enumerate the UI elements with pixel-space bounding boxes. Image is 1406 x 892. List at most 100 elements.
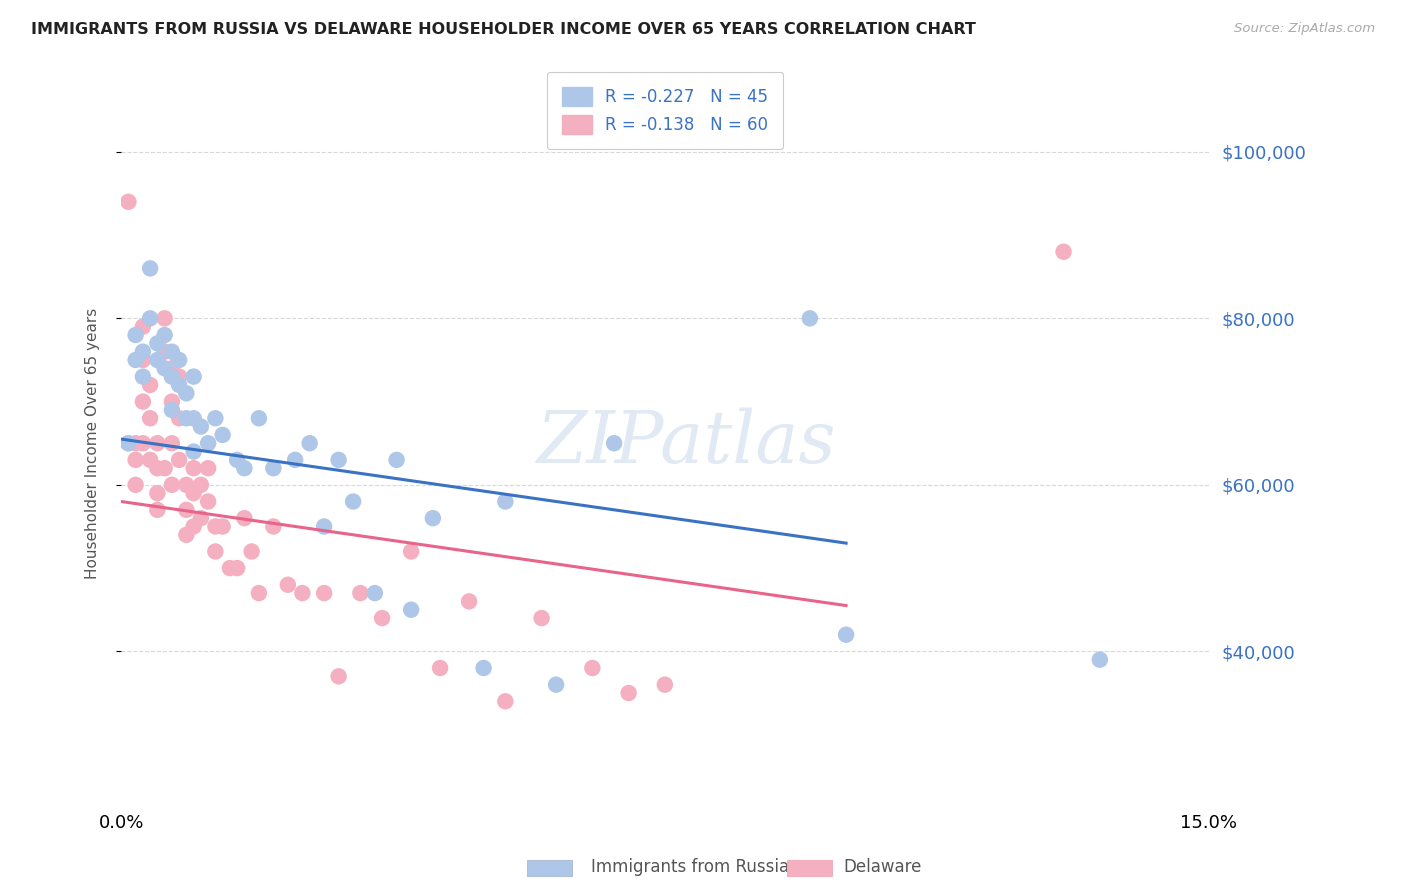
Point <box>153 361 176 376</box>
Point <box>371 611 394 625</box>
Point <box>160 478 183 492</box>
Point <box>247 586 270 600</box>
Point <box>176 411 198 425</box>
Point <box>617 686 640 700</box>
Point <box>291 586 314 600</box>
Point <box>183 411 205 425</box>
Point <box>146 336 169 351</box>
Point <box>530 611 553 625</box>
Point <box>458 594 481 608</box>
Point <box>799 311 821 326</box>
Point <box>197 494 219 508</box>
Point <box>146 436 169 450</box>
Point <box>160 361 183 376</box>
Point <box>211 519 233 533</box>
Point <box>328 453 350 467</box>
Point <box>153 311 176 326</box>
Point <box>124 328 146 343</box>
Point <box>314 519 336 533</box>
Point <box>226 453 249 467</box>
Text: Source: ZipAtlas.com: Source: ZipAtlas.com <box>1234 22 1375 36</box>
Point <box>1088 653 1111 667</box>
Point <box>494 494 516 508</box>
Y-axis label: Householder Income Over 65 years: Householder Income Over 65 years <box>86 308 100 579</box>
Point <box>176 386 198 401</box>
Point <box>399 544 422 558</box>
Point <box>139 453 162 467</box>
Point <box>226 561 249 575</box>
Point <box>1052 244 1074 259</box>
Point <box>197 461 219 475</box>
Text: IMMIGRANTS FROM RUSSIA VS DELAWARE HOUSEHOLDER INCOME OVER 65 YEARS CORRELATION : IMMIGRANTS FROM RUSSIA VS DELAWARE HOUSE… <box>31 22 976 37</box>
Point <box>654 678 676 692</box>
Point <box>603 436 626 450</box>
Point <box>132 319 155 334</box>
Point <box>204 519 226 533</box>
Point <box>183 444 205 458</box>
Point <box>132 344 155 359</box>
Point <box>240 544 263 558</box>
Point <box>153 461 176 475</box>
Point <box>124 353 146 368</box>
Point <box>218 561 240 575</box>
Point <box>139 261 162 276</box>
Point <box>197 436 219 450</box>
Point <box>364 586 387 600</box>
Point <box>247 411 270 425</box>
Point <box>176 528 198 542</box>
Point <box>160 344 183 359</box>
Point <box>160 394 183 409</box>
Point <box>167 369 190 384</box>
Point <box>429 661 451 675</box>
Point <box>176 503 198 517</box>
Point <box>132 369 155 384</box>
Point <box>581 661 603 675</box>
Point <box>262 519 284 533</box>
Point <box>132 353 155 368</box>
Point <box>139 411 162 425</box>
Point <box>233 511 256 525</box>
Point <box>160 403 183 417</box>
Point <box>167 378 190 392</box>
Point <box>124 436 146 450</box>
Point <box>124 478 146 492</box>
Point <box>190 511 212 525</box>
Point <box>167 353 190 368</box>
Point <box>117 194 139 209</box>
Point <box>342 494 364 508</box>
Point <box>153 328 176 343</box>
Point <box>183 519 205 533</box>
Point <box>472 661 495 675</box>
Point <box>183 461 205 475</box>
Text: Delaware: Delaware <box>844 858 922 876</box>
Point <box>124 453 146 467</box>
Point <box>146 353 169 368</box>
Point <box>176 478 198 492</box>
Point <box>132 436 155 450</box>
Point <box>117 436 139 450</box>
Point <box>262 461 284 475</box>
Point <box>399 603 422 617</box>
Text: ZIPatlas: ZIPatlas <box>537 408 837 478</box>
Point <box>211 428 233 442</box>
Point <box>183 486 205 500</box>
Point <box>139 311 162 326</box>
Point <box>153 344 176 359</box>
Point <box>385 453 408 467</box>
Point <box>167 453 190 467</box>
Point <box>835 628 858 642</box>
Point <box>190 419 212 434</box>
Point <box>314 586 336 600</box>
Point <box>422 511 444 525</box>
Text: Immigrants from Russia: Immigrants from Russia <box>591 858 789 876</box>
Point <box>146 503 169 517</box>
Point <box>190 478 212 492</box>
Point <box>146 461 169 475</box>
Point <box>146 486 169 500</box>
Point <box>183 369 205 384</box>
Point <box>117 436 139 450</box>
Point <box>160 369 183 384</box>
Point <box>204 411 226 425</box>
Point <box>160 436 183 450</box>
Legend: R = -0.227   N = 45, R = -0.138   N = 60: R = -0.227 N = 45, R = -0.138 N = 60 <box>547 72 783 149</box>
